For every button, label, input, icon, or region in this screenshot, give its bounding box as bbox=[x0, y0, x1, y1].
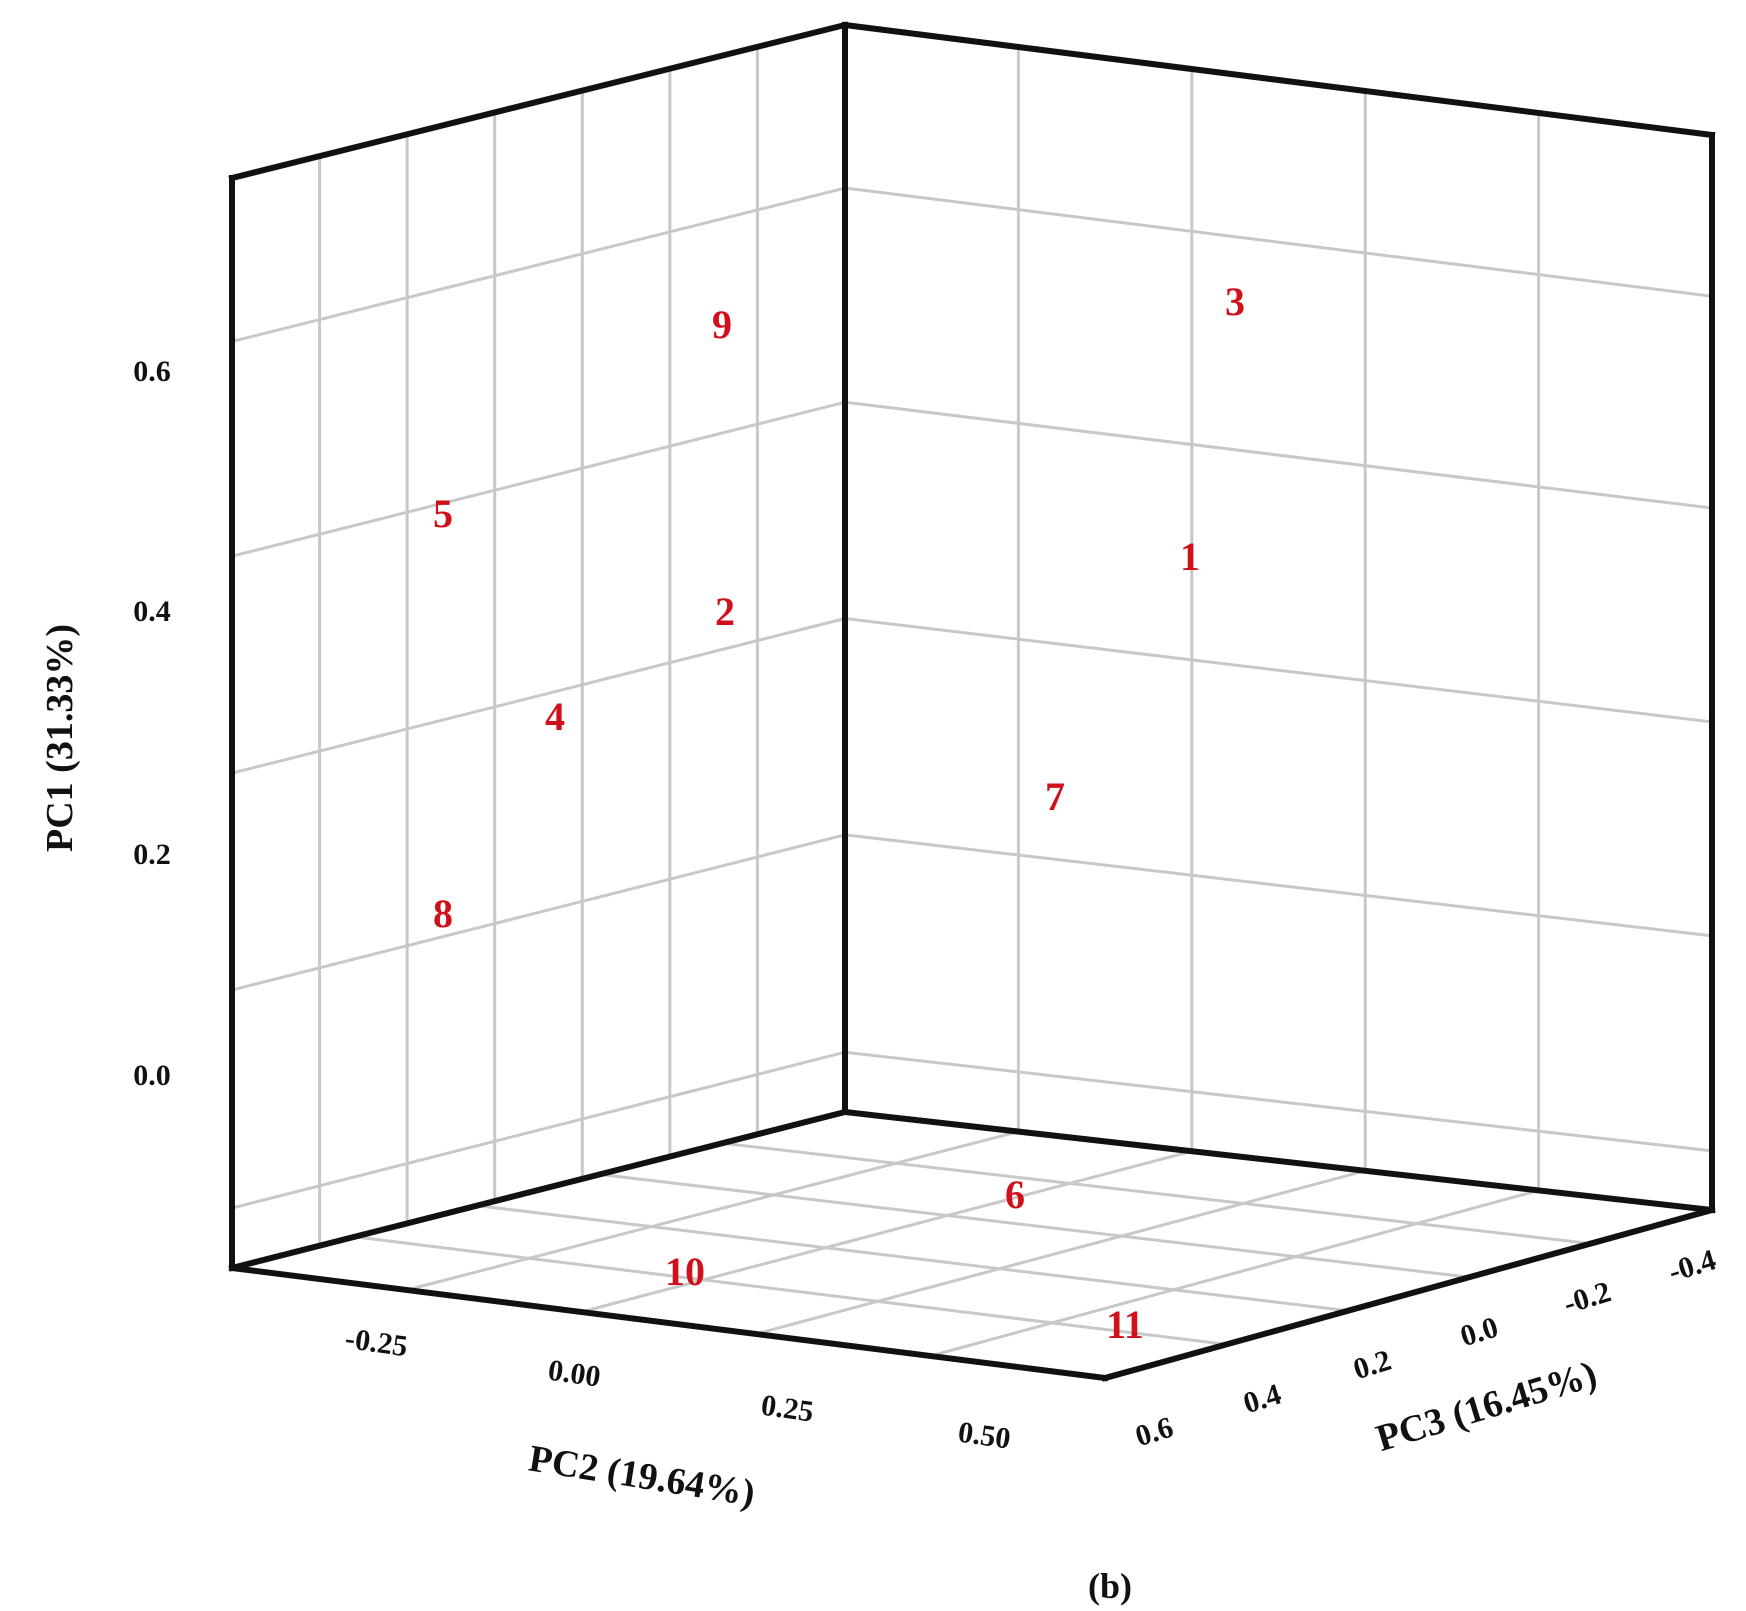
point-label-1: 1 bbox=[1180, 534, 1200, 579]
point-label-8: 8 bbox=[433, 891, 453, 936]
axis-title-layer: PC1 (31.33%) PC2 (19.64%) PC3 (16.45%) (b) bbox=[39, 624, 1602, 1606]
pc1-tick-label: 0.6 bbox=[133, 355, 171, 388]
grid-line-floor bbox=[354, 1235, 1227, 1346]
grid-line-floor bbox=[755, 1169, 1366, 1336]
pc2-tick-label: 0.25 bbox=[759, 1389, 816, 1429]
point-label-6: 6 bbox=[1005, 1172, 1025, 1217]
cube-frame-edge bbox=[228, 1264, 1109, 1382]
point-label-7: 7 bbox=[1045, 774, 1065, 819]
point-label-5: 5 bbox=[433, 491, 453, 536]
pc1-tick-label: 0.0 bbox=[133, 1059, 171, 1092]
cube-frame-edge bbox=[841, 1108, 1716, 1214]
frame-layer bbox=[228, 21, 1716, 1382]
pc3-tick-label: 0.4 bbox=[1239, 1378, 1285, 1421]
grid-line-floor bbox=[722, 1141, 1591, 1246]
pc2-tick-label: -0.25 bbox=[343, 1322, 409, 1363]
pc1-tick-label: 0.4 bbox=[133, 595, 171, 628]
point-label-9: 9 bbox=[712, 302, 732, 347]
cube-frame-edge bbox=[228, 1108, 849, 1272]
point-label-2: 2 bbox=[715, 589, 735, 634]
grid-line-right-horizontal bbox=[844, 1050, 1713, 1153]
cube-frame-edge bbox=[841, 21, 1716, 139]
pc2-tick-label: 0.00 bbox=[546, 1354, 603, 1394]
grid-line-left-horizontal bbox=[231, 186, 846, 343]
grid-line-floor bbox=[599, 1172, 1470, 1279]
pc2-axis-title: PC2 (19.64%) bbox=[526, 1438, 758, 1515]
pc1-tick-label: 0.2 bbox=[133, 838, 171, 871]
grid-line-right-horizontal bbox=[844, 400, 1713, 510]
grid-line-right-horizontal bbox=[844, 617, 1713, 724]
pc3-axis-title: PC3 (16.45%) bbox=[1371, 1353, 1601, 1460]
grid-line-floor bbox=[930, 1188, 1539, 1358]
point-label-4: 4 bbox=[545, 694, 565, 739]
point-label-10: 10 bbox=[665, 1249, 705, 1294]
point-label-3: 3 bbox=[1225, 279, 1245, 324]
pc3-tick-label: 0.0 bbox=[1456, 1311, 1502, 1354]
grid-line-left-horizontal bbox=[231, 617, 846, 775]
cube-frame-edge bbox=[228, 21, 849, 182]
pc3-tick-label: -0.4 bbox=[1665, 1243, 1720, 1288]
grid-line-floor bbox=[580, 1149, 1193, 1314]
point-layer: 1 2 3 4 5 6 7 8 9 10 11 bbox=[433, 279, 1245, 1347]
grid-line-left-horizontal bbox=[231, 1050, 846, 1210]
grid-line-right-horizontal bbox=[844, 186, 1713, 298]
pc3-tick-label: 0.6 bbox=[1131, 1411, 1177, 1454]
grid-line-left-horizontal bbox=[231, 400, 846, 558]
grid-line-left-horizontal bbox=[231, 833, 846, 992]
grid-line-right-horizontal bbox=[844, 833, 1713, 938]
grid-line-floor bbox=[477, 1204, 1348, 1313]
cube-frame-edge bbox=[1101, 1206, 1716, 1382]
pc3-tick-label: 0.2 bbox=[1349, 1344, 1395, 1387]
point-label-11: 11 bbox=[1106, 1302, 1144, 1347]
pc1-axis-title: PC1 (31.33%) bbox=[39, 624, 81, 852]
grid-line-floor bbox=[406, 1130, 1019, 1292]
pc2-tick-label: 0.50 bbox=[956, 1416, 1013, 1456]
grid-layer bbox=[231, 46, 1713, 1358]
figure-caption: (b) bbox=[1088, 1566, 1132, 1606]
pc3-tick-label: -0.2 bbox=[1560, 1275, 1615, 1320]
